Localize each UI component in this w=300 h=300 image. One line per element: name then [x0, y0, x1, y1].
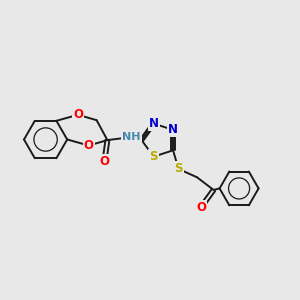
Text: NH: NH [122, 132, 141, 142]
Text: O: O [84, 139, 94, 152]
Text: N: N [168, 123, 178, 136]
Text: N: N [148, 117, 159, 130]
Text: O: O [73, 108, 83, 121]
Text: O: O [196, 201, 206, 214]
Text: S: S [149, 150, 158, 163]
Text: S: S [174, 162, 183, 176]
Text: O: O [99, 155, 110, 168]
